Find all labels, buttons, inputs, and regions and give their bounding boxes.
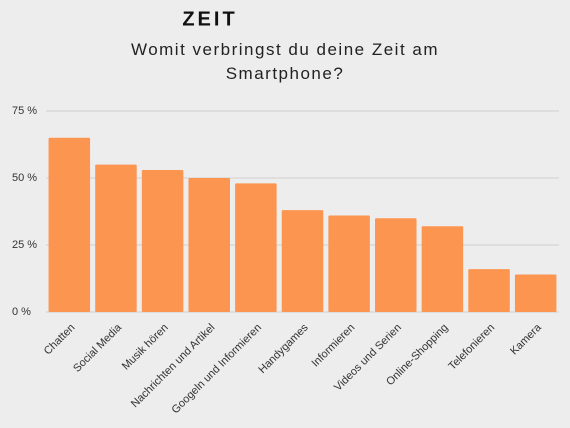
x-tick-label: Googeln und Informieren: [170, 322, 265, 417]
bar: [48, 137, 91, 312]
x-tick-label: Kamera: [508, 321, 544, 357]
chart-title: ZEIT: [182, 8, 237, 30]
y-tick-label: 25 %: [12, 239, 37, 251]
x-tick-label: Handygames: [256, 321, 311, 376]
bar: [188, 178, 230, 312]
bar: [375, 218, 417, 312]
x-tick-label: Nachrichten und Artikel: [129, 322, 217, 410]
bar: [328, 215, 370, 312]
y-tick-label: 50 %: [12, 172, 37, 184]
x-tick-label: Telefonieren: [446, 322, 497, 373]
bar: [235, 183, 277, 312]
x-tick-label: Social Media: [71, 321, 125, 375]
bar: [281, 210, 324, 312]
bar: [141, 169, 184, 312]
x-tick-label: Musik hören: [120, 322, 171, 373]
x-tick-label: Chatten: [42, 322, 78, 358]
bar: [468, 269, 510, 312]
chart-subtitle: Womit verbringst du deine Zeit am Smartp…: [130, 40, 440, 83]
y-tick-label: 75 %: [12, 105, 37, 117]
bar: [421, 226, 464, 312]
bar: [95, 164, 137, 312]
bar: [514, 274, 557, 312]
y-tick-label: 0 %: [12, 306, 31, 318]
x-tick-label: Informieren: [309, 322, 357, 370]
